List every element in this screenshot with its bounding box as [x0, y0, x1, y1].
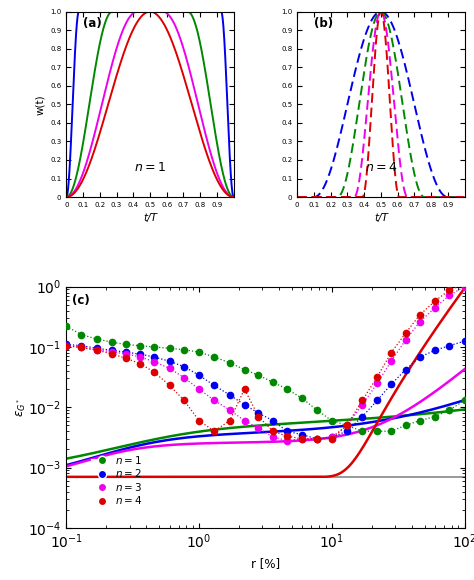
Text: (b): (b)	[314, 17, 333, 30]
Y-axis label: w(t): w(t)	[35, 94, 45, 115]
Text: (a): (a)	[83, 17, 102, 30]
Text: (c): (c)	[73, 294, 90, 307]
X-axis label: r [%]: r [%]	[251, 557, 280, 570]
Y-axis label: $\epsilon_{G^*}$: $\epsilon_{G^*}$	[15, 398, 28, 417]
Text: $n = 4$: $n = 4$	[365, 161, 397, 174]
Legend: $n = 1$, $n = 2$, $n = 3$, $n = 4$: $n = 1$, $n = 2$, $n = 3$, $n = 4$	[88, 450, 146, 510]
Text: $n = 1$: $n = 1$	[134, 161, 166, 174]
X-axis label: t/T: t/T	[143, 213, 157, 223]
X-axis label: t/T: t/T	[374, 213, 388, 223]
